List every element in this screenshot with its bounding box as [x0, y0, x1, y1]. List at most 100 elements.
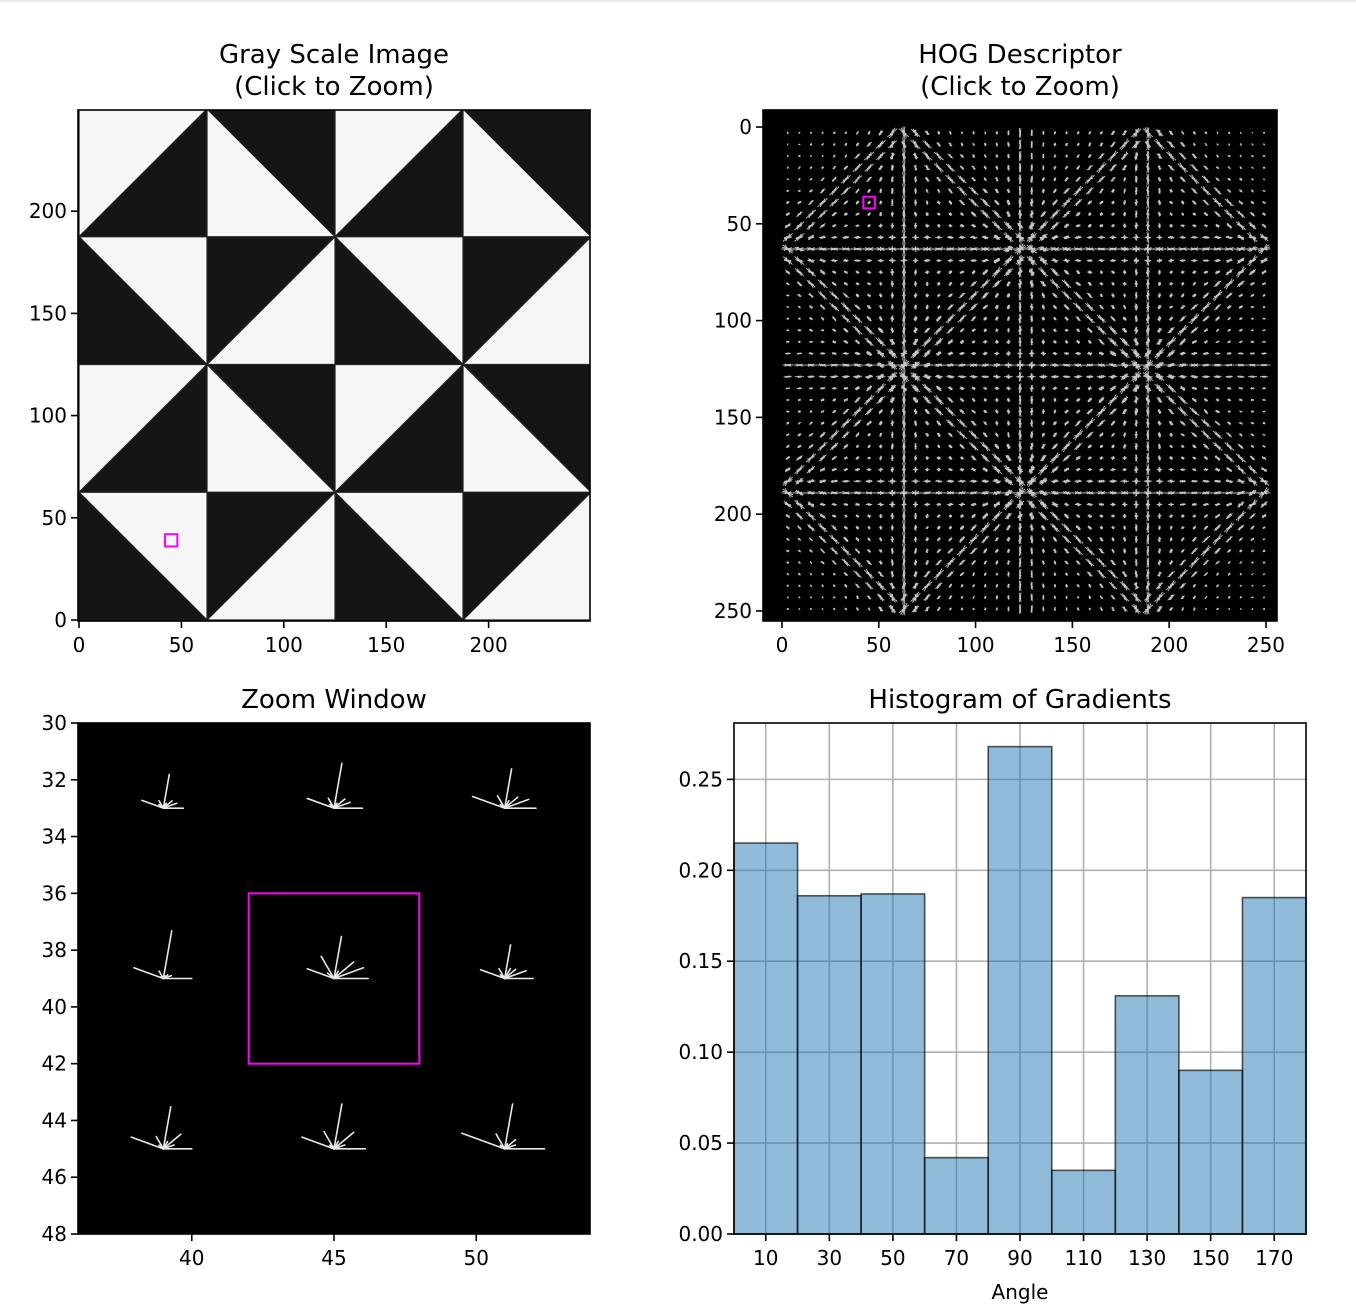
hog-cell-glyph [866, 420, 872, 426]
hog-cell-glyph [1142, 370, 1154, 383]
hog-cell-glyph [1251, 607, 1254, 611]
zoom-selection-box[interactable] [164, 533, 179, 548]
hog-cell-glyph [878, 513, 883, 519]
hog-cell-glyph [994, 199, 1000, 206]
hog-cell-glyph [889, 501, 896, 508]
hog-cell-glyph [786, 608, 790, 610]
hog-cell-glyph [1064, 386, 1069, 390]
hog-cell-glyph [1026, 231, 1037, 243]
hog-cell-glyph [913, 559, 918, 566]
hog-cell-glyph [1202, 315, 1210, 322]
x-tick-label: 100 [265, 633, 303, 657]
hog-cell-glyph [1120, 373, 1130, 381]
hog-cell-glyph [947, 153, 954, 159]
hog-cell-glyph [856, 595, 859, 600]
hog-cell-glyph [1234, 363, 1247, 367]
y-tick-label: 32 [42, 768, 67, 792]
hog-cell-glyph [1158, 525, 1161, 531]
gray-panel-title-line2: (Click to Zoom) [234, 72, 434, 102]
hog-cell-glyph [1133, 337, 1140, 347]
hog-cell-glyph [1095, 491, 1108, 495]
hog-cell-glyph [1157, 165, 1162, 171]
hog-cell-glyph [1075, 351, 1081, 356]
hog-cell-glyph [913, 524, 918, 531]
hog-cell-glyph [875, 580, 886, 591]
hog-cell-glyph [1134, 280, 1139, 288]
hog-cell-glyph [806, 465, 816, 474]
hog-cell-glyph [1006, 386, 1011, 391]
hog-cell-glyph [1099, 537, 1104, 542]
hog-cell-glyph [1157, 420, 1162, 426]
hog-cell-glyph [798, 154, 801, 158]
hog-cell-glyph [797, 561, 801, 564]
hog-cell-glyph [932, 246, 946, 251]
hog-cell-glyph [1088, 607, 1091, 611]
hog-cell-glyph [995, 595, 999, 600]
hog-cell-glyph [1006, 548, 1011, 554]
hog-cell-glyph [1203, 224, 1208, 228]
zoom-selection-box[interactable] [247, 892, 421, 1065]
hog-cell-glyph [925, 200, 929, 205]
zoom-hog-glyph [306, 762, 364, 809]
hog-cell-glyph [947, 548, 954, 554]
hog-cell-glyph [1169, 514, 1174, 518]
hog-cell-glyph [1212, 289, 1223, 302]
orientation-ray [333, 935, 343, 980]
hog-cell-glyph [948, 142, 953, 147]
hog-cell-glyph [1036, 489, 1050, 496]
hog-cell-glyph [1262, 526, 1266, 530]
hog-cell-glyph [890, 304, 894, 310]
hog-cell-glyph [874, 246, 888, 252]
hog-cell-glyph [890, 420, 895, 427]
hog-cell-glyph [1169, 525, 1173, 530]
hog-cell-glyph [809, 177, 813, 181]
hog-cell-glyph [1087, 514, 1093, 518]
hog-cell-glyph [1099, 142, 1104, 147]
hog-cell-glyph [867, 293, 871, 298]
zoom-selection-box[interactable] [862, 195, 876, 210]
hog-cell-glyph [1099, 351, 1104, 356]
hog-cell-glyph [914, 269, 918, 276]
hog-cell-glyph [1049, 209, 1061, 220]
hog-cell-glyph [832, 398, 837, 402]
hog-cell-glyph [1099, 200, 1104, 205]
hog-cell-glyph [1199, 247, 1213, 251]
hog-cell-glyph [1224, 522, 1235, 533]
hog-cell-glyph [1203, 165, 1209, 171]
hog-cell-glyph [967, 491, 980, 495]
hog-cell-glyph [1156, 502, 1163, 507]
hog-cell-glyph [1121, 258, 1128, 263]
hog-cell-glyph [1071, 491, 1085, 495]
hog-cell-glyph [1038, 511, 1049, 521]
white-triangle-tile [461, 236, 590, 366]
hog-cell-glyph [972, 131, 975, 135]
hog-cell-glyph [809, 154, 813, 158]
hog-cell-glyph [843, 270, 848, 274]
hog-cell-glyph [1018, 278, 1023, 289]
hog-cell-glyph [924, 606, 930, 612]
hog-cell-glyph [980, 521, 991, 534]
hog-cell-glyph [1216, 154, 1220, 158]
hog-cell-glyph [1087, 340, 1092, 344]
hog-cell-glyph [1111, 514, 1115, 518]
hog-cell-glyph [993, 374, 1001, 379]
hog-cell-glyph [971, 165, 976, 170]
hog-cell-glyph [936, 537, 941, 542]
zoom-panel-title: Zoom Window [241, 685, 427, 715]
hog-cell-glyph [831, 235, 838, 240]
x-tick-label: 200 [1150, 633, 1188, 657]
hog-cell-glyph [831, 328, 837, 332]
hog-cell-glyph [1076, 165, 1080, 171]
hog-cell-glyph [933, 325, 944, 336]
hog-cell-glyph [1053, 548, 1057, 554]
hog-cell-glyph [1064, 560, 1069, 565]
hog-cell-glyph [1050, 523, 1060, 533]
hog-cell-glyph [1154, 138, 1165, 151]
hog-cell-glyph [890, 524, 894, 531]
orientation-ray [162, 773, 171, 809]
hog-cell-glyph [958, 535, 966, 543]
hog-cell-glyph [890, 536, 894, 543]
hog-cell-glyph [1006, 199, 1011, 206]
